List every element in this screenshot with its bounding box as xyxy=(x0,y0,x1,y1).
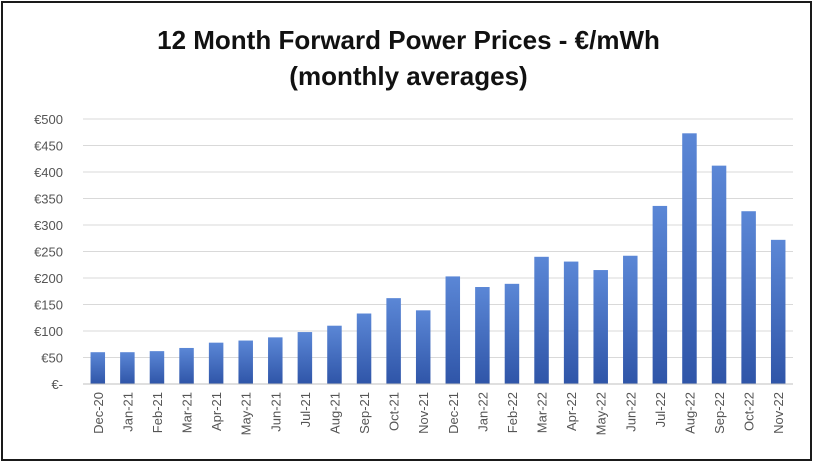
bar-apr-22 xyxy=(563,261,579,384)
x-tick-label: Jan-22 xyxy=(475,392,490,432)
x-tick-label: Mar-21 xyxy=(180,392,195,433)
bar-dec-20 xyxy=(90,352,106,384)
y-tick-label: €350 xyxy=(34,192,63,207)
bar-may-21 xyxy=(238,340,253,384)
x-tick-label: Nov-22 xyxy=(771,392,786,434)
bar-oct-21 xyxy=(386,298,401,384)
x-tick-label: Jul-21 xyxy=(298,392,313,427)
bar-sep-21 xyxy=(356,313,372,384)
x-tick-label: Jul-22 xyxy=(653,392,668,427)
x-tick-label: Feb-22 xyxy=(505,392,520,433)
y-tick-label: €150 xyxy=(34,298,63,313)
bars xyxy=(90,133,786,384)
x-tick-label: Aug-22 xyxy=(682,392,697,434)
x-tick-label: May-21 xyxy=(239,392,254,435)
bar-dec-21 xyxy=(445,276,461,384)
x-tick-label: Dec-20 xyxy=(91,392,106,434)
x-tick-label: Jun-22 xyxy=(623,392,638,432)
bar-mar-22 xyxy=(534,256,549,384)
x-tick-label: Nov-21 xyxy=(416,392,431,434)
bar-apr-21 xyxy=(208,342,224,384)
bar-may-22 xyxy=(593,270,608,384)
x-tick-label: Dec-21 xyxy=(446,392,461,434)
y-tick-label: €250 xyxy=(34,245,63,260)
bar-jan-21 xyxy=(120,352,135,384)
y-axis-ticks: €- €50 €100 €150 €200 €250 €300 €350 €400 €450 €50… xyxy=(34,112,63,392)
chart-title: 12 Month Forward Power Prices - €/mWh xyxy=(157,25,660,55)
bar-aug-22 xyxy=(682,133,697,384)
x-tick-label: Oct-22 xyxy=(742,392,757,431)
x-tick-label: Mar-22 xyxy=(535,392,550,433)
bar-nov-22 xyxy=(770,239,786,384)
x-tick-label: Apr-22 xyxy=(564,392,579,431)
bar-jul-22 xyxy=(652,205,668,384)
y-tick-label: €200 xyxy=(34,271,63,286)
x-tick-label: Sep-22 xyxy=(712,392,727,434)
y-tick-label: €50 xyxy=(41,351,63,366)
x-axis-ticks: Dec-20 Jan-21 Feb-21 Mar-21 Apr-21 May-21 Jun-… xyxy=(91,392,786,435)
y-tick-label: €500 xyxy=(34,112,63,127)
y-tick-label: €- xyxy=(51,377,63,392)
x-tick-label: Apr-21 xyxy=(209,392,224,431)
bar-sep-22 xyxy=(711,165,727,384)
y-tick-label: €450 xyxy=(34,139,63,154)
bar-jun-22 xyxy=(623,255,638,384)
bar-jan-22 xyxy=(475,287,490,384)
bar-oct-22 xyxy=(741,211,756,384)
chart-subtitle: (monthly averages) xyxy=(289,61,528,91)
x-tick-label: Oct-21 xyxy=(387,392,402,431)
y-tick-label: €300 xyxy=(34,218,63,233)
bar-jul-21 xyxy=(297,332,313,384)
bar-mar-21 xyxy=(179,347,194,384)
gridlines xyxy=(83,118,793,358)
x-tick-label: Feb-21 xyxy=(150,392,165,433)
x-tick-label: Jun-21 xyxy=(268,392,283,432)
bar-aug-21 xyxy=(327,325,342,384)
x-tick-label: May-22 xyxy=(594,392,609,435)
x-tick-label: Sep-21 xyxy=(357,392,372,434)
bar-chart: €- €50 €100 €150 €200 €250 €300 €350 €400 €450 €50… xyxy=(34,112,793,435)
y-tick-label: €100 xyxy=(34,324,63,339)
x-tick-label: Jan-21 xyxy=(120,392,135,432)
bar-jun-21 xyxy=(268,337,283,384)
bar-feb-22 xyxy=(504,283,520,384)
bar-feb-21 xyxy=(149,351,165,384)
y-tick-label: €400 xyxy=(34,165,63,180)
x-tick-label: Aug-21 xyxy=(327,392,342,434)
bar-nov-21 xyxy=(415,310,431,384)
